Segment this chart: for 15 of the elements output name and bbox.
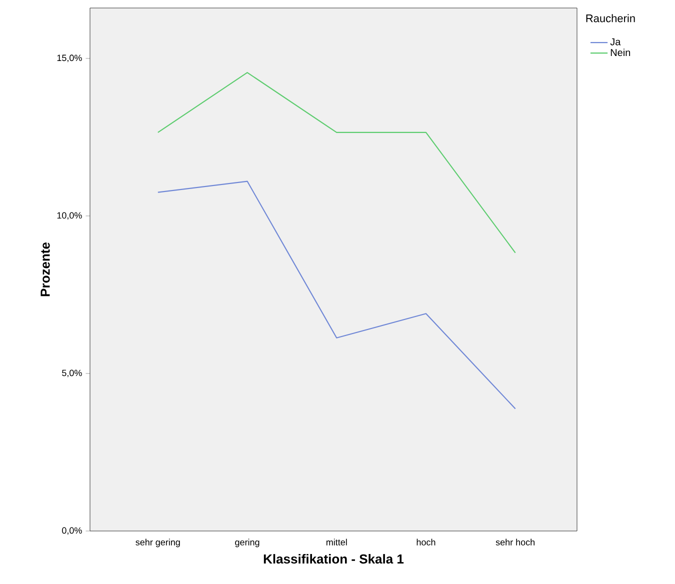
legend-title: Raucherin (586, 14, 635, 22)
y-tick-label: 0,0% (62, 527, 82, 535)
x-tick-label: mittel (326, 538, 347, 546)
line-series (157, 180, 516, 410)
x-tick-label: sehr hoch (496, 538, 535, 546)
legend-label: Nein (610, 48, 630, 56)
legend-label: Ja (610, 38, 621, 46)
y-axis-title: Prozente (40, 242, 50, 296)
y-tick-label: 10,0% (57, 212, 82, 220)
y-tick-label: 15,0% (57, 54, 82, 62)
x-tick-label: gering (235, 538, 260, 548)
x-tick-label: hoch (416, 538, 436, 546)
x-axis-title: Klassifikation - Skala 1 (264, 554, 404, 564)
x-tick-label: sehr gering (136, 538, 180, 548)
y-tick-label: 5,0% (62, 370, 82, 378)
